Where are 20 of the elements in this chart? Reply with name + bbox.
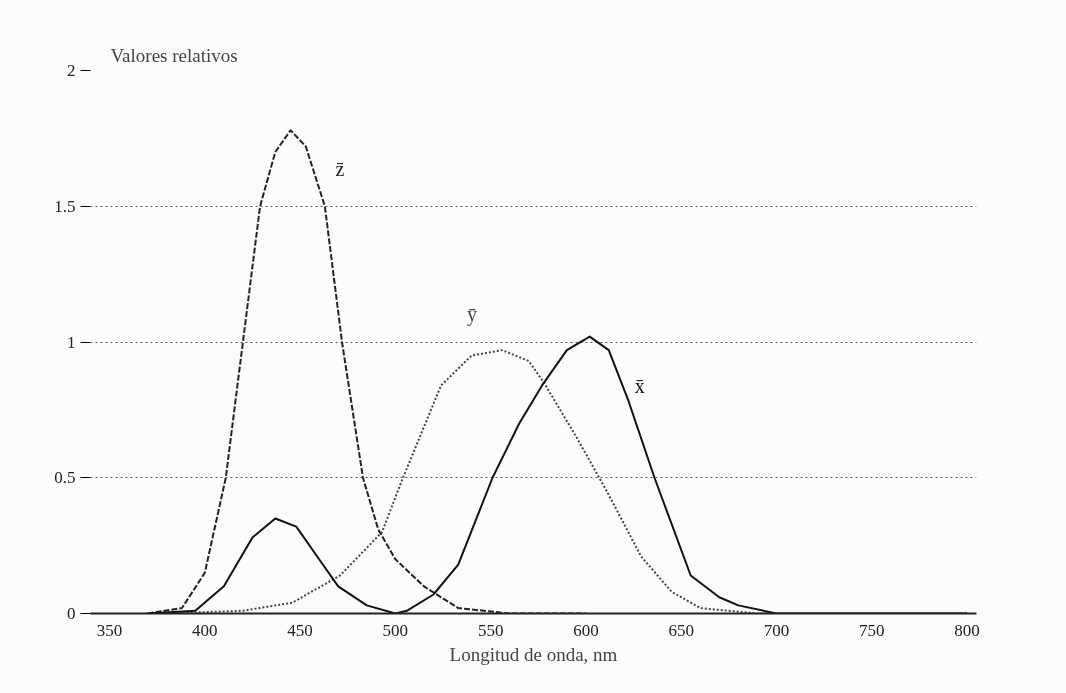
y-tick-label: 0 xyxy=(67,604,76,623)
x-tick-label: 350 xyxy=(96,620,123,640)
y-tick-label: 1 xyxy=(67,332,76,352)
x-axis-title: Longitud de onda, nm xyxy=(449,643,618,665)
x-tick-label: 500 xyxy=(382,620,409,640)
series-label: ȳ xyxy=(467,303,478,327)
x-tick-label: 800 xyxy=(954,620,980,640)
y-axis-title: Valores relativos xyxy=(110,44,238,66)
x-tick-label: 600 xyxy=(573,620,599,640)
y-tick-label: 1.5 xyxy=(54,196,76,216)
y-tick-label: 2 xyxy=(67,61,76,80)
x-tick-label: 400 xyxy=(192,620,218,640)
x-tick-label: 450 xyxy=(287,620,313,640)
y-tick-label: 0.5 xyxy=(54,468,76,488)
x-tick-label: 650 xyxy=(668,620,694,640)
series-label: z̄ xyxy=(335,158,345,181)
x-tick-label: 700 xyxy=(763,620,790,640)
x-tick-label: 550 xyxy=(477,620,504,640)
x-tick-label: 750 xyxy=(858,620,885,640)
series-label: x̄ xyxy=(634,374,645,397)
